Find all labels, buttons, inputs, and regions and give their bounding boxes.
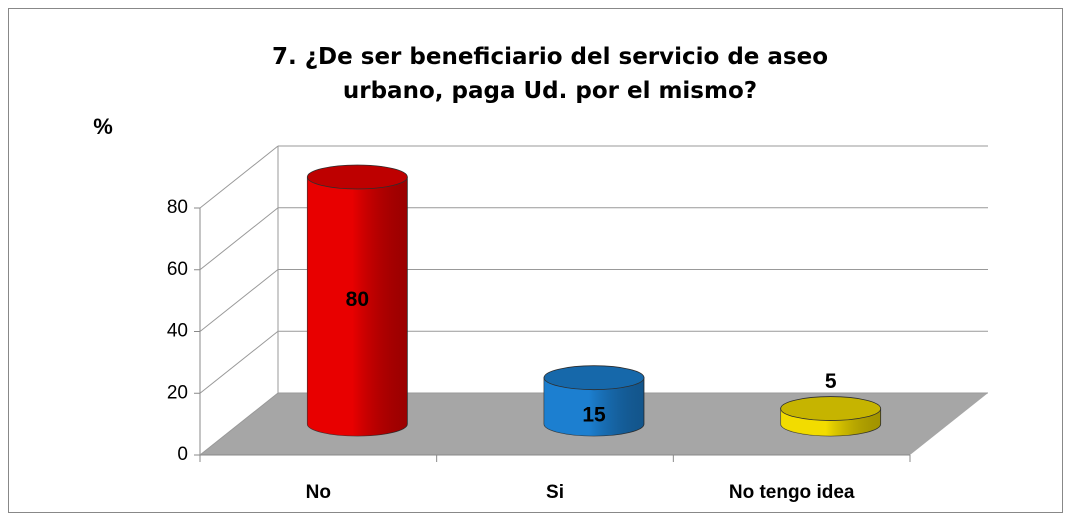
- x-tick-label: Si: [546, 482, 564, 503]
- y-tick-label: 20: [167, 382, 188, 403]
- y-tick-label: 80: [167, 197, 188, 218]
- cylinder-top: [543, 365, 645, 391]
- cylinder-shade: [307, 177, 408, 437]
- x-tick-label: No: [306, 482, 331, 503]
- chart-title: 7. ¿De ser beneficiario del servicio de …: [271, 44, 829, 104]
- value-label: 5: [825, 370, 837, 393]
- x-tick-label: No tengo idea: [729, 482, 855, 503]
- bar: [543, 365, 645, 437]
- grid-line: [199, 392, 279, 456]
- cylinder-shade: [544, 377, 644, 436]
- cylinder-top-shade: [544, 365, 644, 390]
- y-tick-label: 60: [167, 259, 188, 280]
- y-tick-label: 40: [167, 321, 188, 342]
- value-label: 15: [582, 404, 606, 427]
- value-label: 80: [346, 288, 369, 311]
- cylinder-top-shade: [307, 165, 408, 189]
- bar: [780, 396, 882, 437]
- cylinder-top: [306, 164, 408, 190]
- grid-line: [199, 207, 279, 271]
- grid-line: [199, 330, 279, 394]
- y-axis-label: %: [93, 114, 113, 139]
- grid-line: [199, 269, 279, 332]
- grid-line: [199, 145, 279, 209]
- cylinder-top-shade: [780, 396, 881, 421]
- y-tick-label: 0: [177, 444, 188, 465]
- bar: [306, 164, 408, 437]
- cylinder-top: [780, 396, 882, 421]
